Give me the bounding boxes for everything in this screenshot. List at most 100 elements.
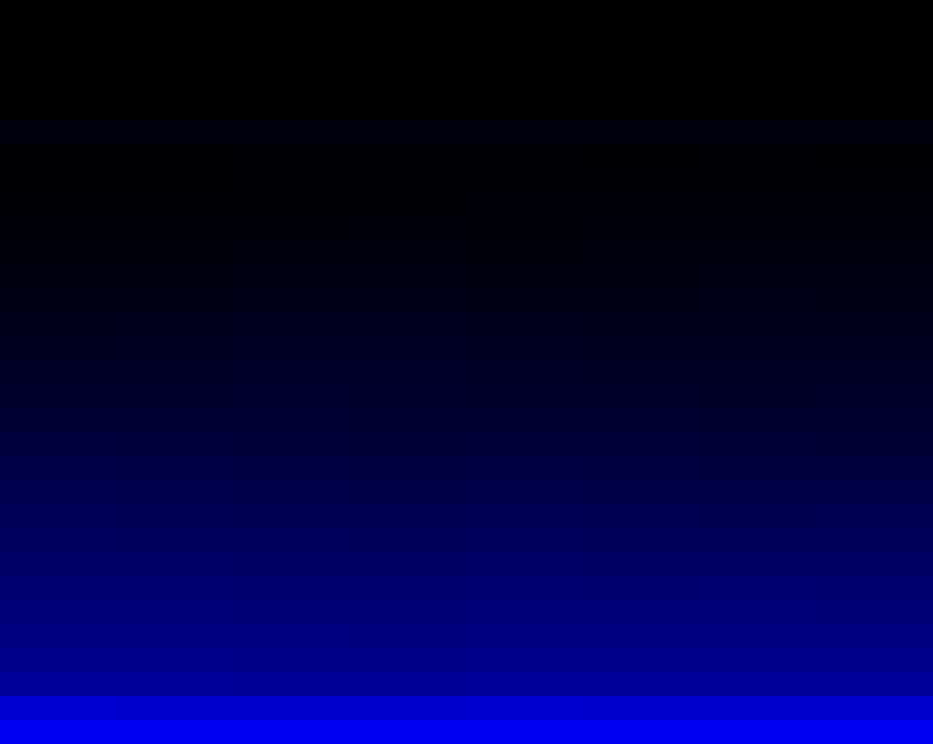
cell [116, 312, 234, 336]
cell [116, 576, 234, 600]
cell [0, 480, 117, 504]
cell [816, 360, 933, 384]
cell [466, 240, 584, 264]
spectrogram [0, 0, 933, 744]
cell [466, 360, 584, 384]
cell [0, 720, 117, 744]
cell [699, 576, 817, 600]
cell [349, 288, 467, 312]
cell [816, 72, 933, 96]
cell [233, 72, 350, 96]
cell [116, 720, 234, 744]
cell [816, 144, 933, 168]
cell [583, 576, 700, 600]
cell [116, 528, 234, 552]
cell [466, 192, 584, 216]
cell [233, 336, 350, 360]
cell [583, 552, 700, 576]
cell [233, 456, 350, 480]
cell [0, 576, 117, 600]
cell [699, 72, 817, 96]
cell [583, 648, 700, 672]
cell [349, 504, 467, 528]
cell [0, 408, 117, 432]
cell [466, 48, 584, 72]
cell [699, 168, 817, 192]
cell [233, 384, 350, 408]
cell [349, 480, 467, 504]
cell [116, 24, 234, 48]
cell [699, 120, 817, 144]
cell [699, 96, 817, 120]
cell [583, 504, 700, 528]
cell [699, 648, 817, 672]
cell [0, 552, 117, 576]
cell [466, 288, 584, 312]
cell [466, 552, 584, 576]
cell [116, 216, 234, 240]
cell [349, 24, 467, 48]
cell [699, 336, 817, 360]
cell [349, 240, 467, 264]
cell [583, 456, 700, 480]
cell [699, 528, 817, 552]
cell [816, 336, 933, 360]
cell [699, 216, 817, 240]
cell [0, 600, 117, 624]
cell [583, 432, 700, 456]
cell [233, 408, 350, 432]
cell [116, 696, 234, 720]
cell [349, 456, 467, 480]
cell [816, 720, 933, 744]
cell [349, 384, 467, 408]
cell [583, 144, 700, 168]
cell [583, 696, 700, 720]
cell [583, 624, 700, 648]
cell [233, 96, 350, 120]
cell [0, 48, 117, 72]
cell [816, 672, 933, 696]
cell [116, 192, 234, 216]
cell [816, 24, 933, 48]
cell [816, 528, 933, 552]
cell [816, 192, 933, 216]
cell [699, 288, 817, 312]
cell [116, 0, 234, 24]
cell [233, 552, 350, 576]
cell [349, 624, 467, 648]
cells [0, 0, 933, 744]
cell [699, 192, 817, 216]
cell [349, 720, 467, 744]
cell [466, 168, 584, 192]
cell [466, 0, 584, 24]
cell [233, 648, 350, 672]
cell [816, 600, 933, 624]
cell [816, 48, 933, 72]
cell [0, 120, 117, 144]
cell [816, 288, 933, 312]
cell [0, 288, 117, 312]
cell [0, 360, 117, 384]
cell [699, 24, 817, 48]
cell [466, 24, 584, 48]
cell [116, 624, 234, 648]
cell [699, 360, 817, 384]
cell [233, 672, 350, 696]
cell [0, 168, 117, 192]
cell [0, 216, 117, 240]
cell [816, 624, 933, 648]
cell [583, 72, 700, 96]
cell [0, 192, 117, 216]
cell [0, 96, 117, 120]
cell [699, 720, 817, 744]
cell [116, 72, 234, 96]
cell [233, 240, 350, 264]
cell [233, 432, 350, 456]
cell [816, 0, 933, 24]
cell [233, 192, 350, 216]
background [0, 0, 933, 744]
cell [583, 96, 700, 120]
cell [466, 264, 584, 288]
cell [583, 720, 700, 744]
cell [466, 504, 584, 528]
